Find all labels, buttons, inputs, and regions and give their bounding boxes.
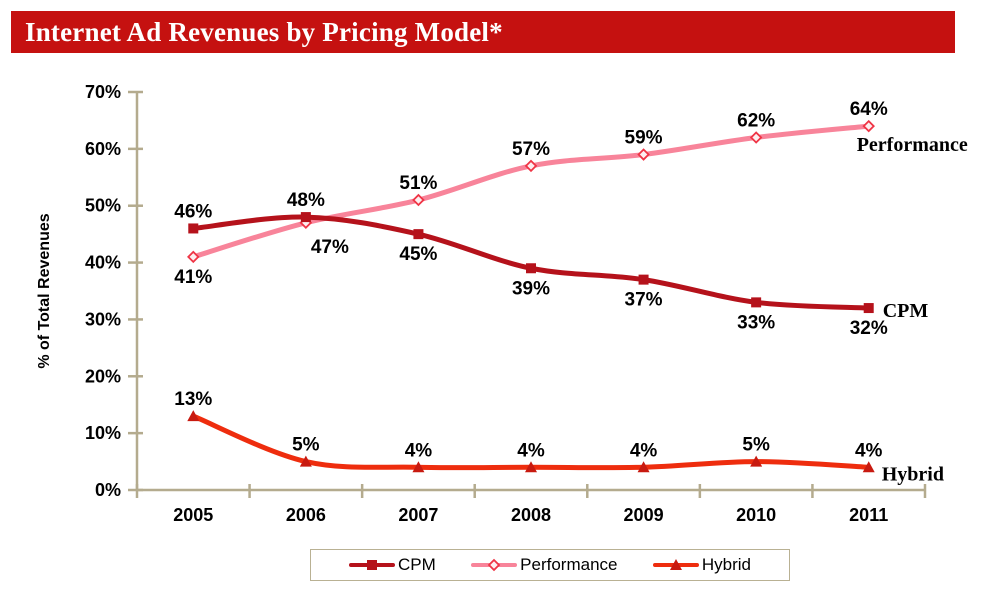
- cpm-series-end-label: CPM: [883, 300, 929, 322]
- cpm-marker: [526, 263, 536, 274]
- performance-series: [187, 119, 875, 264]
- x-tick-label: 2006: [286, 505, 326, 525]
- x-tick-label: 2005: [173, 505, 213, 525]
- performance-marker: [412, 193, 425, 207]
- y-axis-title: % of Total Revenues: [36, 213, 53, 368]
- performance-marker: [862, 119, 875, 133]
- hybrid-data-label: 13%: [174, 389, 212, 410]
- cpm-marker: [413, 229, 424, 240]
- legend-item-hybrid: Hybrid: [652, 555, 751, 575]
- performance-data-label: 64%: [850, 99, 888, 120]
- cpm-marker: [188, 223, 199, 234]
- cpm-data-label: 33%: [737, 312, 775, 333]
- performance-marker: [524, 159, 538, 173]
- hybrid-marker: [862, 461, 875, 473]
- hybrid-data-label: 5%: [742, 435, 770, 456]
- performance-data-label: 59%: [625, 128, 663, 149]
- legend-label-performance: Performance: [520, 555, 618, 574]
- x-tick-label: 2007: [398, 505, 438, 525]
- cpm-marker: [863, 303, 874, 314]
- legend-item-performance: Performance: [471, 555, 617, 575]
- cpm-data-label: 48%: [287, 190, 325, 211]
- legend-marker: [669, 559, 682, 570]
- chart-legend: CPM Performance Hybrid: [310, 549, 790, 581]
- cpm-marker: [751, 297, 762, 308]
- legend-item-cpm: CPM: [349, 555, 436, 575]
- y-tick-label: 70%: [85, 82, 121, 102]
- performance-data-label: 62%: [737, 110, 775, 131]
- hybrid-data-label: 4%: [855, 440, 883, 461]
- title-banner: Internet Ad Revenues by Pricing Model*: [11, 11, 955, 53]
- x-tick-label: 2010: [736, 505, 776, 525]
- hybrid-marker: [412, 461, 425, 473]
- page-title: Internet Ad Revenues by Pricing Model*: [25, 16, 503, 47]
- hybrid-series: [187, 410, 875, 473]
- hybrid-data-label: 5%: [292, 435, 320, 456]
- performance-marker: [637, 148, 650, 161]
- hybrid-data-label: 4%: [630, 440, 658, 461]
- hybrid-line-icon: [652, 559, 699, 570]
- performance-line-icon: [471, 558, 518, 572]
- x-tick-label: 2008: [511, 505, 551, 525]
- cpm-data-label: 37%: [625, 290, 663, 311]
- cpm-data-label: 39%: [512, 278, 550, 299]
- performance-data-label: 41%: [174, 267, 212, 288]
- cpm-line-icon: [349, 560, 395, 570]
- hybrid-marker: [750, 455, 763, 467]
- cpm-marker: [300, 212, 311, 223]
- hybrid-marker: [299, 455, 312, 467]
- y-tick-label: 40%: [85, 253, 121, 273]
- cpm-marker: [638, 274, 649, 285]
- x-tick-label: 2009: [624, 505, 664, 525]
- cpm-data-label: 45%: [399, 244, 437, 265]
- performance-data-label: 57%: [512, 139, 550, 160]
- cpm-series: [188, 212, 874, 314]
- hybrid-series-end-label: Hybrid: [882, 463, 944, 485]
- y-tick-label: 60%: [85, 139, 121, 159]
- performance-series-end-label: Performance: [857, 134, 968, 156]
- performance-data-label: 47%: [311, 237, 349, 258]
- performance-marker: [749, 131, 763, 144]
- performance-marker: [187, 250, 200, 264]
- cpm-data-label: 46%: [174, 201, 212, 222]
- hybrid-data-label: 4%: [517, 440, 545, 461]
- hybrid-marker: [637, 461, 650, 473]
- hybrid-data-label: 4%: [405, 440, 433, 461]
- y-tick-label: 20%: [85, 366, 121, 386]
- legend-label-hybrid: Hybrid: [701, 555, 751, 574]
- hybrid-marker: [187, 410, 200, 422]
- y-tick-label: 10%: [85, 423, 121, 443]
- x-tick-label: 2011: [849, 505, 888, 525]
- performance-data-label: 51%: [399, 173, 437, 194]
- hybrid-marker: [525, 461, 537, 473]
- y-tick-label: 0%: [95, 480, 121, 500]
- y-tick-label: 30%: [85, 309, 121, 329]
- cpm-data-label: 32%: [850, 318, 888, 339]
- legend-marker: [487, 558, 501, 572]
- legend-marker: [367, 560, 377, 570]
- y-tick-label: 50%: [85, 196, 121, 216]
- legend-label-cpm: CPM: [398, 555, 436, 574]
